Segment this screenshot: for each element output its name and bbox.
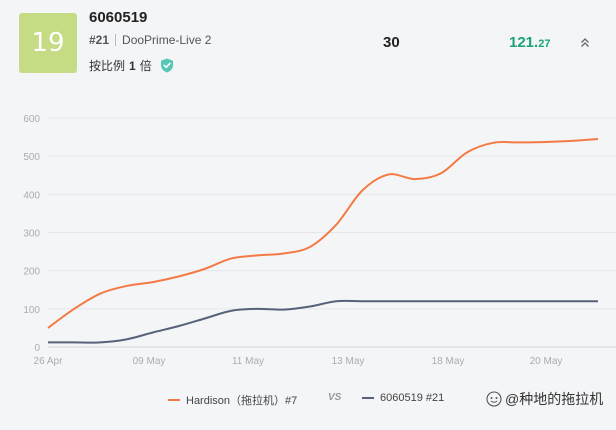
rank-tag: #21 — [89, 33, 110, 47]
y-tick-label: 600 — [23, 114, 40, 125]
ratio-prefix: 按比例 — [89, 59, 126, 73]
collapse-chevron-icon[interactable] — [578, 36, 592, 50]
legend-label-series-b: 6060519 #21 — [380, 392, 445, 404]
y-tick-label: 300 — [23, 229, 40, 240]
wechat-icon — [486, 391, 502, 407]
ratio-suffix: 倍 — [139, 59, 152, 73]
watermark-text: @种地的拖拉机 — [505, 391, 604, 407]
account-meta: #21 DooPrime-Live 2 — [89, 33, 211, 47]
legend-swatch-series-b — [362, 397, 374, 399]
profit-dec: 27 — [538, 38, 551, 50]
y-tick-label: 0 — [34, 343, 40, 354]
shield-check-icon — [160, 58, 173, 73]
series-line-1 — [47, 137, 599, 329]
legend-item-series-b[interactable]: 6060519 #21 — [362, 392, 444, 404]
series-line-2 — [48, 299, 598, 344]
x-tick-label: 26 Apr — [34, 356, 64, 367]
ratio-value: 1 — [129, 58, 136, 73]
x-tick-label: 09 May — [133, 356, 166, 367]
account-id: 6060519 — [89, 9, 148, 26]
legend-vs: VS — [328, 392, 342, 403]
legend-item-series-a[interactable]: Hardison（拖拉机）#7 — [168, 392, 297, 408]
rank-badge: 19 — [19, 13, 77, 73]
copy-ratio: 按比例 1 倍 — [89, 57, 174, 74]
profit-value: 121.27 — [509, 34, 550, 51]
watermark: @种地的拖拉机 — [486, 389, 603, 409]
y-tick-label: 200 — [23, 267, 40, 278]
stat-value: 30 — [383, 34, 400, 51]
x-tick-label: 11 May — [232, 356, 264, 367]
y-tick-label: 100 — [23, 305, 40, 316]
x-tick-label: 20 May — [530, 356, 563, 367]
legend-swatch-series-a — [168, 399, 180, 401]
profit-int: 121. — [509, 34, 539, 51]
legend-label-series-a: Hardison（拖拉机）#7 — [186, 395, 298, 407]
y-tick-label: 400 — [23, 190, 40, 201]
meta-divider — [115, 34, 117, 46]
y-tick-label: 500 — [23, 152, 40, 163]
x-tick-label: 13 May — [332, 356, 365, 367]
x-tick-label: 18 May — [432, 356, 465, 367]
server-name: DooPrime-Live 2 — [122, 33, 212, 47]
equity-chart: 0 100 200 300 400 500 600 26 Apr 09 May 11 May 13 … — [23, 114, 616, 367]
